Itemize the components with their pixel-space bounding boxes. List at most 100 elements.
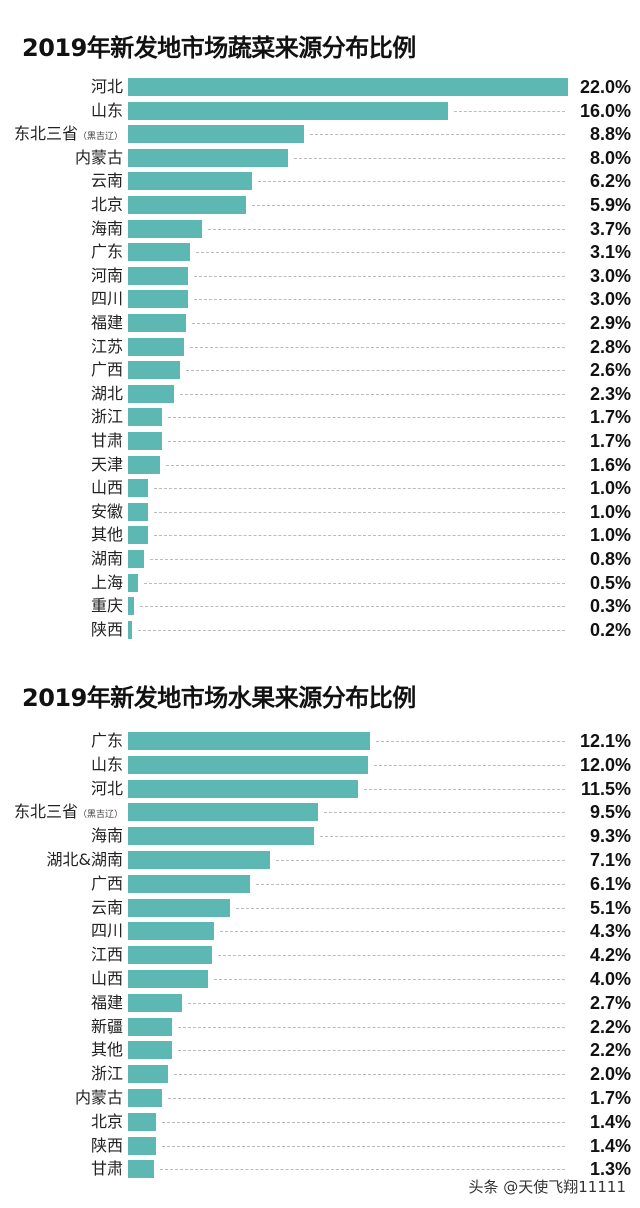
value-label: 5.9% <box>589 195 631 215</box>
value-label: 1.6% <box>589 454 631 475</box>
value-label: 2.3% <box>589 383 631 404</box>
category-label: 江西 <box>90 945 123 965</box>
value-label: 2.7% <box>589 992 631 1013</box>
bar <box>128 290 188 309</box>
value-label: 1.7% <box>589 1088 631 1108</box>
category-label: 海南 <box>90 218 123 238</box>
value-label: 4.3% <box>589 921 631 942</box>
bar <box>128 1017 172 1036</box>
value-label: 9.5% <box>589 802 631 823</box>
category-label: 湖北 <box>90 383 123 403</box>
bar <box>128 779 358 798</box>
value-label: 1.4% <box>589 1135 631 1156</box>
value-label: 12.1% <box>579 731 631 751</box>
value-label: 22.0% <box>579 77 631 97</box>
bar <box>128 196 246 214</box>
bar <box>128 946 212 965</box>
leader-line <box>320 836 565 838</box>
bar <box>128 408 162 427</box>
leader-line <box>174 1074 565 1076</box>
category-label: 陕西 <box>90 1135 123 1155</box>
leader-line <box>178 1026 565 1028</box>
leader-line <box>178 1050 565 1052</box>
category-label: 山东 <box>90 754 123 774</box>
category-label: 上海 <box>90 572 123 592</box>
category-label: 天津 <box>90 454 123 474</box>
category-label: 北京 <box>90 195 123 214</box>
category-label: 福建 <box>90 992 123 1012</box>
category-label: 四川 <box>90 921 123 941</box>
bar <box>128 1089 162 1107</box>
value-label: 1.0% <box>589 525 631 546</box>
category-label: 广西 <box>90 873 123 893</box>
category-label: 湖北&湖南 <box>46 850 123 869</box>
value-label: 1.7% <box>589 431 631 451</box>
leader-line <box>236 907 565 909</box>
leader-line <box>154 535 565 537</box>
bar <box>128 78 568 96</box>
bar <box>128 479 148 498</box>
value-label: 9.3% <box>589 826 631 847</box>
value-label: 1.4% <box>589 1111 631 1132</box>
category-label: 四川 <box>90 289 123 309</box>
leader-line <box>138 629 565 631</box>
leader-line <box>180 393 565 395</box>
value-label: 3.0% <box>589 289 631 310</box>
value-label: 7.1% <box>589 850 631 870</box>
leader-line <box>252 205 565 206</box>
leader-line <box>144 582 565 584</box>
bar <box>128 922 214 941</box>
bar <box>128 432 162 450</box>
category-label: 其他 <box>90 1040 123 1060</box>
leader-line <box>374 764 565 766</box>
category-label: 新疆 <box>90 1016 123 1036</box>
bar <box>128 1136 156 1155</box>
leader-line <box>162 1145 565 1147</box>
value-label: 5.1% <box>589 897 631 918</box>
value-label: 2.9% <box>589 313 631 333</box>
leader-line <box>168 417 565 419</box>
leader-line <box>364 788 565 790</box>
value-label: 6.2% <box>589 171 631 192</box>
leader-line <box>324 812 565 814</box>
bar <box>128 1065 168 1084</box>
bar <box>128 148 288 167</box>
leader-line <box>220 931 565 933</box>
leader-line <box>194 275 565 277</box>
leader-line <box>214 979 565 980</box>
bar <box>128 803 318 822</box>
category-note: （黑吉辽） <box>77 810 123 821</box>
category-note: （黑吉辽） <box>77 132 123 143</box>
category-label: 河北 <box>90 778 123 798</box>
leader-line <box>168 1098 565 1099</box>
category-label: 甘肃 <box>90 431 123 450</box>
bar <box>128 526 148 545</box>
leader-line <box>258 181 565 183</box>
value-label: 1.0% <box>589 501 631 522</box>
category-label: 东北三省（黑吉辽） <box>13 124 123 144</box>
category-label: 河北 <box>90 77 123 96</box>
leader-line <box>194 299 565 301</box>
value-label: 1.3% <box>589 1159 631 1180</box>
category-label: 山东 <box>90 100 123 120</box>
category-label: 东北三省（黑吉辽） <box>13 802 123 822</box>
chart-title: 2019年新发地市场蔬菜来源分布比例 <box>22 34 416 62</box>
leader-line <box>162 1121 565 1123</box>
bar <box>128 1112 156 1131</box>
leader-line <box>276 860 565 861</box>
bar <box>128 597 134 616</box>
category-label: 其他 <box>90 525 123 545</box>
value-label: 2.0% <box>589 1064 631 1085</box>
bar <box>128 219 202 238</box>
leader-line <box>154 511 565 513</box>
leader-line <box>166 464 565 466</box>
category-label: 内蒙古 <box>74 147 123 167</box>
value-label: 3.1% <box>589 242 631 263</box>
value-label: 2.6% <box>589 360 631 381</box>
watermark: 头条 @天使飞翔11111 <box>468 1178 627 1196</box>
leader-line <box>190 346 565 348</box>
category-label: 山西 <box>90 478 123 498</box>
category-label: 内蒙古 <box>74 1088 123 1107</box>
leader-line <box>192 323 565 324</box>
value-label: 3.0% <box>589 265 631 286</box>
